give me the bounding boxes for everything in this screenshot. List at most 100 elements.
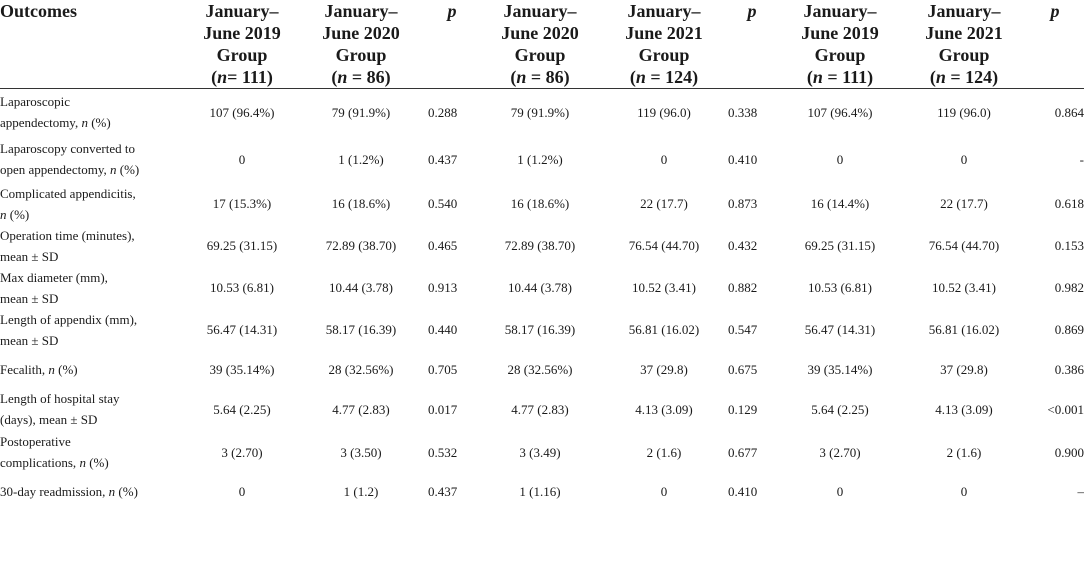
cell-p-3: 0.618	[1054, 196, 1084, 211]
cell-group-4: 22 (17.7)	[640, 196, 688, 211]
cell-p-1: 0.913	[428, 280, 458, 295]
header-p-1: p	[426, 0, 478, 89]
cell-group-6: 37 (29.8)	[940, 361, 988, 377]
header-group-4: January– June 2021 Group (n = 124)	[602, 0, 726, 89]
cell-group-3: 28 (32.56%)	[507, 361, 573, 377]
cell-p-1: 0.705	[428, 361, 458, 377]
cell-group-2: 4.77 (2.83)	[332, 401, 390, 417]
cell-group-4: 0	[660, 151, 668, 167]
outcome-label: 30-day readmission, n (%)	[0, 483, 138, 499]
cell-p-2: 0.677	[728, 444, 758, 460]
cell-group-3: 79 (91.9%)	[510, 104, 570, 120]
cell-group-6: 4.13 (3.09)	[935, 401, 993, 417]
header-row: Outcomes January– June 2019 Group (n= 111) …	[0, 0, 1084, 89]
cell-p-2: 0.882	[728, 280, 758, 295]
cell-group-4: 76.54 (44.70)	[628, 238, 700, 253]
cell-group-4: 10.52 (3.41)	[632, 280, 696, 295]
cell-group-5: 56.47 (14.31)	[804, 322, 876, 337]
cell-p-1: 0.017	[428, 401, 458, 417]
cell-group-1: 56.47 (14.31)	[206, 322, 278, 337]
cell-p-2: 0.873	[728, 196, 758, 211]
table-row: Max diameter (mm), mean ± SD 10.53 (6.81) 1…	[0, 267, 1084, 309]
cell-group-1: 0	[238, 151, 246, 167]
cell-group-3: 3 (3.49)	[519, 444, 561, 460]
cell-group-6: 56.81 (16.02)	[928, 322, 1000, 337]
cell-group-6: 76.54 (44.70)	[928, 238, 1000, 253]
table-row: Fecalith, n (%) 39 (35.14%) 28 (32.56%) 0.7…	[0, 351, 1084, 388]
cell-group-4: 119 (96.0)	[637, 104, 691, 120]
cell-p-3: 0.869	[1054, 322, 1084, 337]
header-outcomes: Outcomes	[0, 0, 188, 89]
cell-group-1: 3 (2.70)	[221, 444, 263, 460]
cell-group-5: 0	[836, 151, 844, 167]
cell-group-5: 69.25 (31.15)	[804, 238, 876, 253]
table-row: 30-day readmission, n (%) 0 1 (1.2) 0.437 1 …	[0, 474, 1084, 509]
cell-group-3: 10.44 (3.78)	[508, 280, 572, 295]
cell-group-3: 58.17 (16.39)	[504, 322, 576, 337]
cell-group-2: 10.44 (3.78)	[329, 280, 393, 295]
table-row: Laparoscopy converted to open appendectom…	[0, 136, 1084, 183]
cell-group-4: 37 (29.8)	[640, 361, 688, 377]
cell-group-3: 72.89 (38.70)	[504, 238, 576, 253]
table-body: Laparoscopic appendectomy, n (%) 107 (96.4…	[0, 89, 1084, 509]
cell-group-3: 1 (1.16)	[519, 483, 561, 499]
outcomes-table: Outcomes January– June 2019 Group (n= 111) …	[0, 0, 1084, 509]
cell-p-3: 0.864	[1054, 104, 1084, 120]
cell-p-3: -	[1079, 151, 1084, 167]
cell-group-4: 2 (1.6)	[646, 444, 682, 460]
cell-p-1: 0.288	[428, 104, 458, 120]
cell-group-5: 0	[836, 483, 844, 499]
outcome-label: Complicated appendicitis, n (%)	[0, 185, 136, 222]
cell-p-2: 0.410	[728, 151, 758, 167]
cell-p-2: 0.432	[728, 238, 758, 253]
outcome-label: Postoperative complications, n (%)	[0, 434, 109, 470]
table-row: Length of appendix (mm), mean ± SD 56.47 (…	[0, 309, 1084, 351]
outcome-label: Max diameter (mm), mean ± SD	[0, 269, 108, 306]
cell-group-6: 22 (17.7)	[940, 196, 988, 211]
cell-group-6: 0	[960, 151, 968, 167]
cell-group-1: 69.25 (31.15)	[206, 238, 278, 253]
cell-group-4: 4.13 (3.09)	[635, 401, 693, 417]
cell-group-1: 10.53 (6.81)	[210, 280, 274, 295]
cell-group-2: 1 (1.2)	[343, 483, 379, 499]
cell-p-2: 0.675	[728, 361, 758, 377]
cell-p-3: 0.386	[1054, 361, 1084, 377]
cell-p-3: 0.153	[1054, 238, 1084, 253]
cell-p-3: 0.982	[1054, 280, 1084, 295]
cell-group-6: 119 (96.0)	[937, 104, 991, 120]
table-row: Complicated appendicitis, n (%) 17 (15.3%)…	[0, 183, 1084, 225]
cell-p-1: 0.540	[428, 196, 458, 211]
table-row: Laparoscopic appendectomy, n (%) 107 (96.4…	[0, 89, 1084, 136]
cell-group-5: 107 (96.4%)	[807, 104, 873, 120]
header-group-6: January– June 2021 Group (n = 124)	[902, 0, 1026, 89]
outcome-label: Laparoscopic appendectomy, n (%)	[0, 94, 111, 131]
cell-p-3: –	[1077, 483, 1084, 499]
cell-group-2: 72.89 (38.70)	[325, 238, 397, 253]
header-p-2: p	[726, 0, 778, 89]
header-group-2: January– June 2020 Group (n = 86)	[296, 0, 426, 89]
header-p-3: p	[1026, 0, 1084, 89]
cell-p-1: 0.465	[428, 238, 458, 253]
cell-p-1: 0.532	[428, 444, 458, 460]
outcome-label: Length of hospital stay (days), mean ± SD	[0, 391, 120, 427]
header-group-5: January– June 2019 Group (n = 111)	[778, 0, 902, 89]
header-group-3: January– June 2020 Group (n = 86)	[478, 0, 602, 89]
cell-p-2: 0.410	[728, 483, 758, 499]
table-row: Length of hospital stay (days), mean ± SD…	[0, 388, 1084, 431]
outcome-label: Laparoscopy converted to open appendectom…	[0, 141, 140, 177]
cell-group-6: 2 (1.6)	[946, 444, 982, 460]
cell-group-6: 10.52 (3.41)	[932, 280, 996, 295]
cell-group-2: 1 (1.2%)	[338, 151, 384, 167]
cell-group-5: 5.64 (2.25)	[811, 401, 869, 417]
cell-p-1: 0.437	[428, 151, 458, 167]
cell-group-5: 16 (14.4%)	[810, 196, 870, 211]
cell-p-3: <0.001	[1047, 401, 1084, 417]
table-row: Operation time (minutes), mean ± SD 69.25 …	[0, 225, 1084, 267]
header-group-1: January– June 2019 Group (n= 111)	[188, 0, 296, 89]
cell-p-1: 0.440	[428, 322, 458, 337]
cell-group-3: 16 (18.6%)	[510, 196, 570, 211]
cell-group-2: 58.17 (16.39)	[325, 322, 397, 337]
cell-p-2: 0.547	[728, 322, 758, 337]
cell-group-1: 17 (15.3%)	[212, 196, 272, 211]
outcome-label: Length of appendix (mm), mean ± SD	[0, 311, 138, 348]
